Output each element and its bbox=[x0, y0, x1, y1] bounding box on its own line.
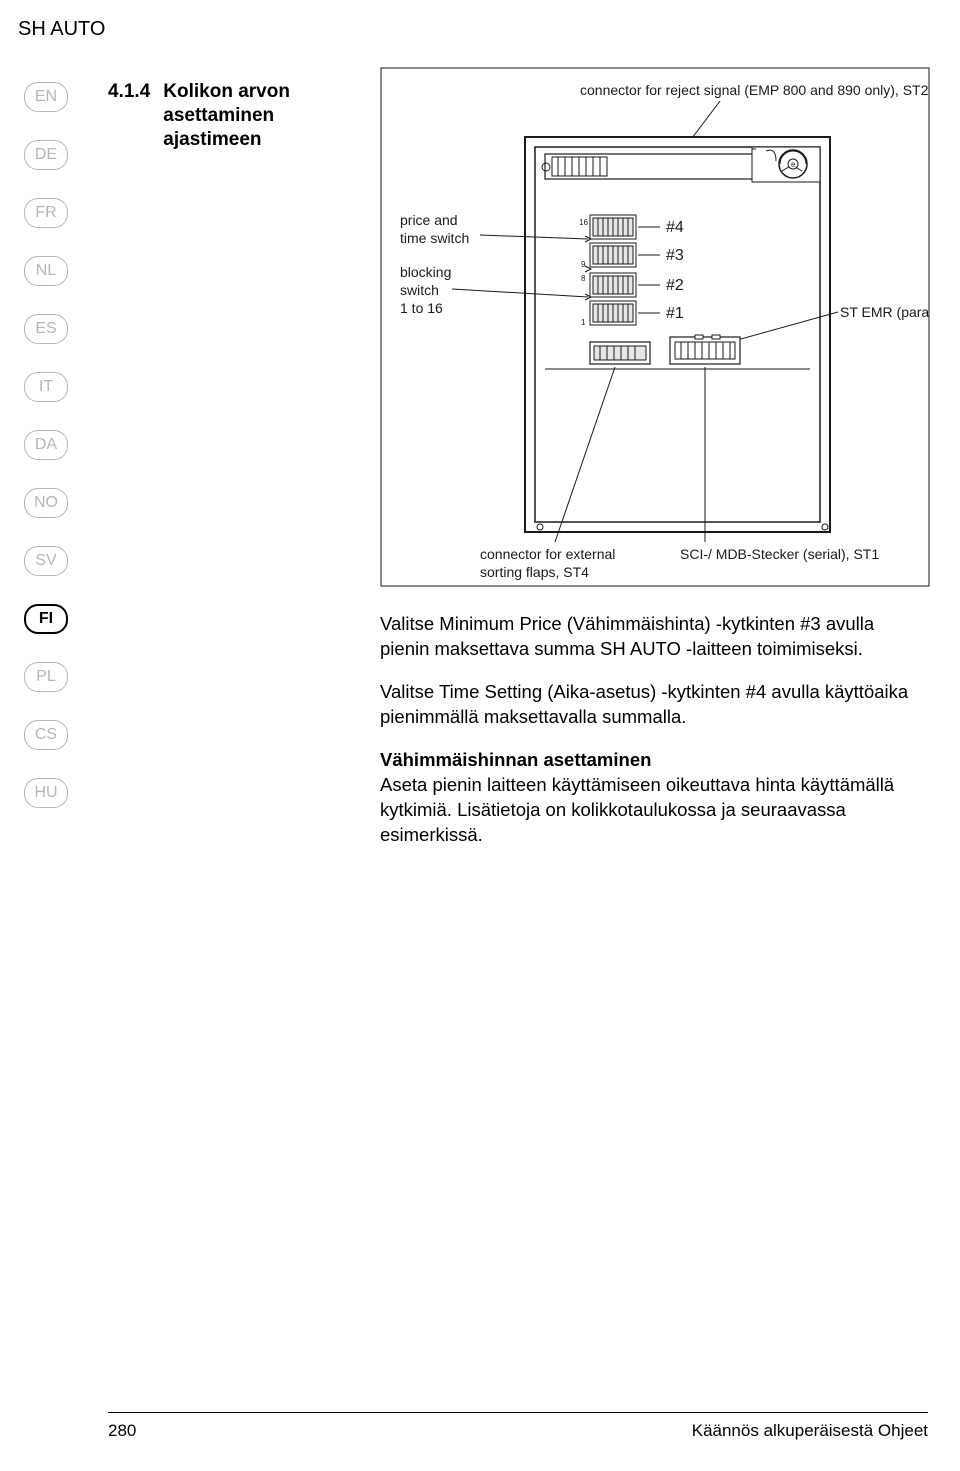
page: SH AUTO EN DE FR NL ES IT DA NO SV FI PL CS HU 4.1.4… bbox=[0, 0, 960, 1471]
subheading: Vähimmäishinnan asettaminen bbox=[380, 748, 928, 773]
language-pill-da: DA bbox=[24, 430, 68, 460]
diag-label-left-2b: switch bbox=[400, 282, 439, 298]
language-pill-cs: CS bbox=[24, 720, 68, 750]
body-text: Valitse Minimum Price (Vähimmäishinta) -… bbox=[380, 612, 928, 866]
language-pill-fr: FR bbox=[24, 198, 68, 228]
dip-block-4 bbox=[590, 215, 636, 239]
language-pill-de: DE bbox=[24, 140, 68, 170]
language-pill-pl: PL bbox=[24, 662, 68, 692]
language-pill-en: EN bbox=[24, 82, 68, 112]
footer-rule bbox=[108, 1412, 928, 1413]
section-number: 4.1.4 bbox=[108, 80, 158, 104]
dip-axis-9: 9 bbox=[581, 260, 586, 269]
language-pill-es: ES bbox=[24, 314, 68, 344]
pcb-diagram: connector for reject signal (EMP 800 and… bbox=[380, 67, 930, 587]
hash-4: #4 bbox=[666, 219, 684, 236]
diag-label-left-1b: time switch bbox=[400, 230, 469, 246]
diag-label-left-2a: blocking bbox=[400, 264, 451, 280]
language-pill-hu: HU bbox=[24, 778, 68, 808]
dip-axis-16: 16 bbox=[579, 218, 588, 227]
paragraph-3: Vähimmäishinnan asettaminen Aseta pienin… bbox=[380, 748, 928, 848]
dip-block-2 bbox=[590, 273, 636, 297]
language-column: EN DE FR NL ES IT DA NO SV FI PL CS HU bbox=[24, 82, 68, 808]
diag-label-bottom-left-b: sorting flaps, ST4 bbox=[480, 564, 589, 580]
page-number: 280 bbox=[108, 1421, 136, 1441]
language-pill-it: IT bbox=[24, 372, 68, 402]
paragraph-1: Valitse Minimum Price (Vähimmäishinta) -… bbox=[380, 612, 928, 662]
paragraph-3-body: Aseta pienin laitteen käyttämiseen oikeu… bbox=[380, 774, 894, 845]
footer-right-text: Käännös alkuperäisestä Ohjeet bbox=[692, 1421, 928, 1441]
paragraph-2: Valitse Time Setting (Aika-asetus) -kytk… bbox=[380, 680, 928, 730]
diag-label-bottom-right: SCI-/ MDB-Stecker (serial), ST1 bbox=[680, 546, 879, 562]
hash-1: #1 bbox=[666, 305, 684, 322]
hash-3: #3 bbox=[666, 247, 684, 264]
section-heading: 4.1.4 Kolikon arvon asettaminen ajastime… bbox=[108, 80, 348, 151]
language-pill-no: NO bbox=[24, 488, 68, 518]
diag-label-left-1a: price and bbox=[400, 212, 458, 228]
hash-2: #2 bbox=[666, 277, 684, 294]
language-pill-fi: FI bbox=[24, 604, 68, 634]
language-pill-nl: NL bbox=[24, 256, 68, 286]
section-title-text: Kolikon arvon asettaminen ajastimeen bbox=[163, 80, 343, 151]
diag-label-top: connector for reject signal (EMP 800 and… bbox=[580, 82, 929, 98]
diag-label-left-2c: 1 to 16 bbox=[400, 300, 443, 316]
diag-label-bottom-left-a: connector for external bbox=[480, 546, 615, 562]
dip-axis-1: 1 bbox=[581, 318, 586, 327]
running-header: SH AUTO bbox=[18, 18, 105, 41]
dip-axis-8: 8 bbox=[581, 274, 586, 283]
diag-label-right-mid: ST EMR (parallel) bbox=[840, 304, 930, 320]
language-pill-sv: SV bbox=[24, 546, 68, 576]
dip-block-3 bbox=[590, 243, 636, 267]
dip-block-1 bbox=[590, 301, 636, 325]
diag-e-icon: e bbox=[791, 160, 796, 169]
